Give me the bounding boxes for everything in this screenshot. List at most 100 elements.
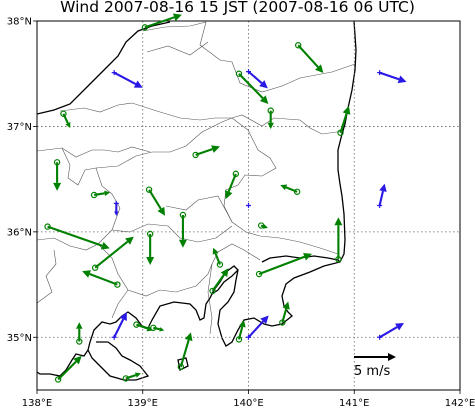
vector-shaft — [62, 113, 69, 124]
land-station-vector — [76, 322, 83, 345]
x-axis-ticks: 138°E 139°E 140°E 141°E 142°E — [22, 390, 475, 408]
land-station-vector — [280, 184, 301, 195]
x-tick-label: 139°E — [128, 398, 158, 408]
vector-shaft — [148, 189, 162, 210]
land-station-vector — [60, 110, 71, 129]
vector-head — [259, 95, 269, 104]
vector-head — [65, 122, 71, 129]
land-station-vector — [235, 70, 269, 104]
vector-shaft — [113, 71, 137, 85]
scale-vector — [354, 353, 396, 361]
vector-head — [239, 320, 246, 328]
vector-shaft — [247, 320, 265, 338]
sea-station-vector — [246, 315, 269, 340]
vector-shaft — [144, 16, 175, 29]
vector-head — [334, 217, 343, 226]
vector-shaft — [285, 186, 298, 193]
station-marker — [246, 334, 251, 340]
vector-shaft — [47, 225, 103, 247]
y-tick-label: 38°N — [7, 17, 32, 28]
vector-head — [303, 252, 312, 261]
land-station-vector — [235, 320, 246, 343]
land-station-vector — [145, 186, 166, 216]
land-station-vector — [255, 252, 312, 278]
station-marker — [91, 264, 99, 271]
land-station-vector — [178, 211, 187, 248]
vector-shaft — [179, 339, 190, 368]
station-marker — [246, 203, 251, 208]
sea-station-vector — [377, 70, 407, 84]
vector-head — [159, 327, 165, 332]
vector-head — [262, 224, 268, 229]
vector-shaft — [211, 274, 225, 292]
prefecture-borders — [37, 21, 356, 335]
land-station-vector — [122, 372, 141, 382]
vector-head — [172, 13, 182, 22]
land-station-vector — [212, 247, 224, 268]
vector-head — [282, 301, 290, 310]
land-station-vector — [267, 107, 274, 130]
vector-head — [315, 64, 324, 73]
vector-shaft — [281, 308, 288, 323]
sea-station-vector — [377, 183, 387, 208]
vector-head — [395, 323, 404, 331]
vector-head — [104, 190, 111, 197]
vector-shaft — [94, 240, 129, 269]
station-marker — [209, 287, 216, 295]
vector-head — [211, 145, 220, 153]
vector-head — [388, 353, 396, 361]
vector-shaft — [237, 326, 244, 340]
vector-head — [146, 257, 155, 266]
station-marker — [60, 110, 67, 117]
land-station-vector — [337, 105, 351, 136]
vector-head — [224, 190, 233, 200]
chart-title: Wind 2007-08-16 15 JST (2007-08-16 06 UT… — [60, 0, 415, 16]
land-station-vector — [90, 190, 111, 199]
vector-head — [259, 80, 268, 89]
land-station-vector — [82, 270, 121, 288]
vector-shaft — [227, 173, 237, 193]
station-marker — [54, 376, 62, 383]
vector-shaft — [214, 253, 221, 265]
land-station-vector — [44, 223, 110, 250]
vector-head — [260, 315, 269, 325]
vector-head — [125, 236, 134, 245]
vector-head — [53, 182, 62, 191]
y-tick-label: 36°N — [7, 227, 32, 238]
geography-layer — [37, 21, 357, 381]
vector-head — [114, 211, 119, 216]
vector-shaft — [136, 323, 148, 330]
scale-label: 5 m/s — [354, 364, 390, 379]
land-station-vector — [91, 236, 134, 271]
sea-station-vector — [246, 203, 251, 208]
vector-head — [342, 105, 351, 115]
vector-head — [119, 312, 127, 322]
land-station-vector — [257, 222, 268, 229]
x-tick-label: 138°E — [22, 398, 52, 408]
y-axis-ticks: 35°N 36°N 37°N 38°N — [7, 17, 37, 344]
vector-shaft — [379, 326, 398, 339]
x-tick-label: 140°E — [233, 398, 263, 408]
wind-vectors — [44, 13, 407, 383]
land-station-vector — [146, 230, 155, 266]
scale-arrow: 5 m/s — [354, 353, 396, 379]
vector-head — [76, 322, 83, 329]
vector-head — [134, 372, 141, 378]
station-marker — [246, 69, 251, 75]
vector-shaft — [93, 192, 105, 196]
vector-head — [100, 241, 110, 250]
vector-shaft — [238, 72, 264, 99]
station-marker — [295, 42, 302, 49]
vector-shaft — [89, 272, 118, 286]
land-station-vector — [53, 159, 62, 191]
vector-shaft — [378, 190, 384, 206]
vector-head — [73, 355, 82, 365]
sea-station-vector — [111, 312, 127, 340]
y-tick-label: 35°N — [7, 333, 32, 344]
land-station-vector — [192, 145, 220, 159]
station-marker — [235, 70, 243, 77]
sea-station-vector — [377, 323, 404, 340]
land-station-vector — [279, 301, 290, 326]
land-station-vector — [177, 332, 193, 371]
vector-head — [220, 268, 229, 278]
